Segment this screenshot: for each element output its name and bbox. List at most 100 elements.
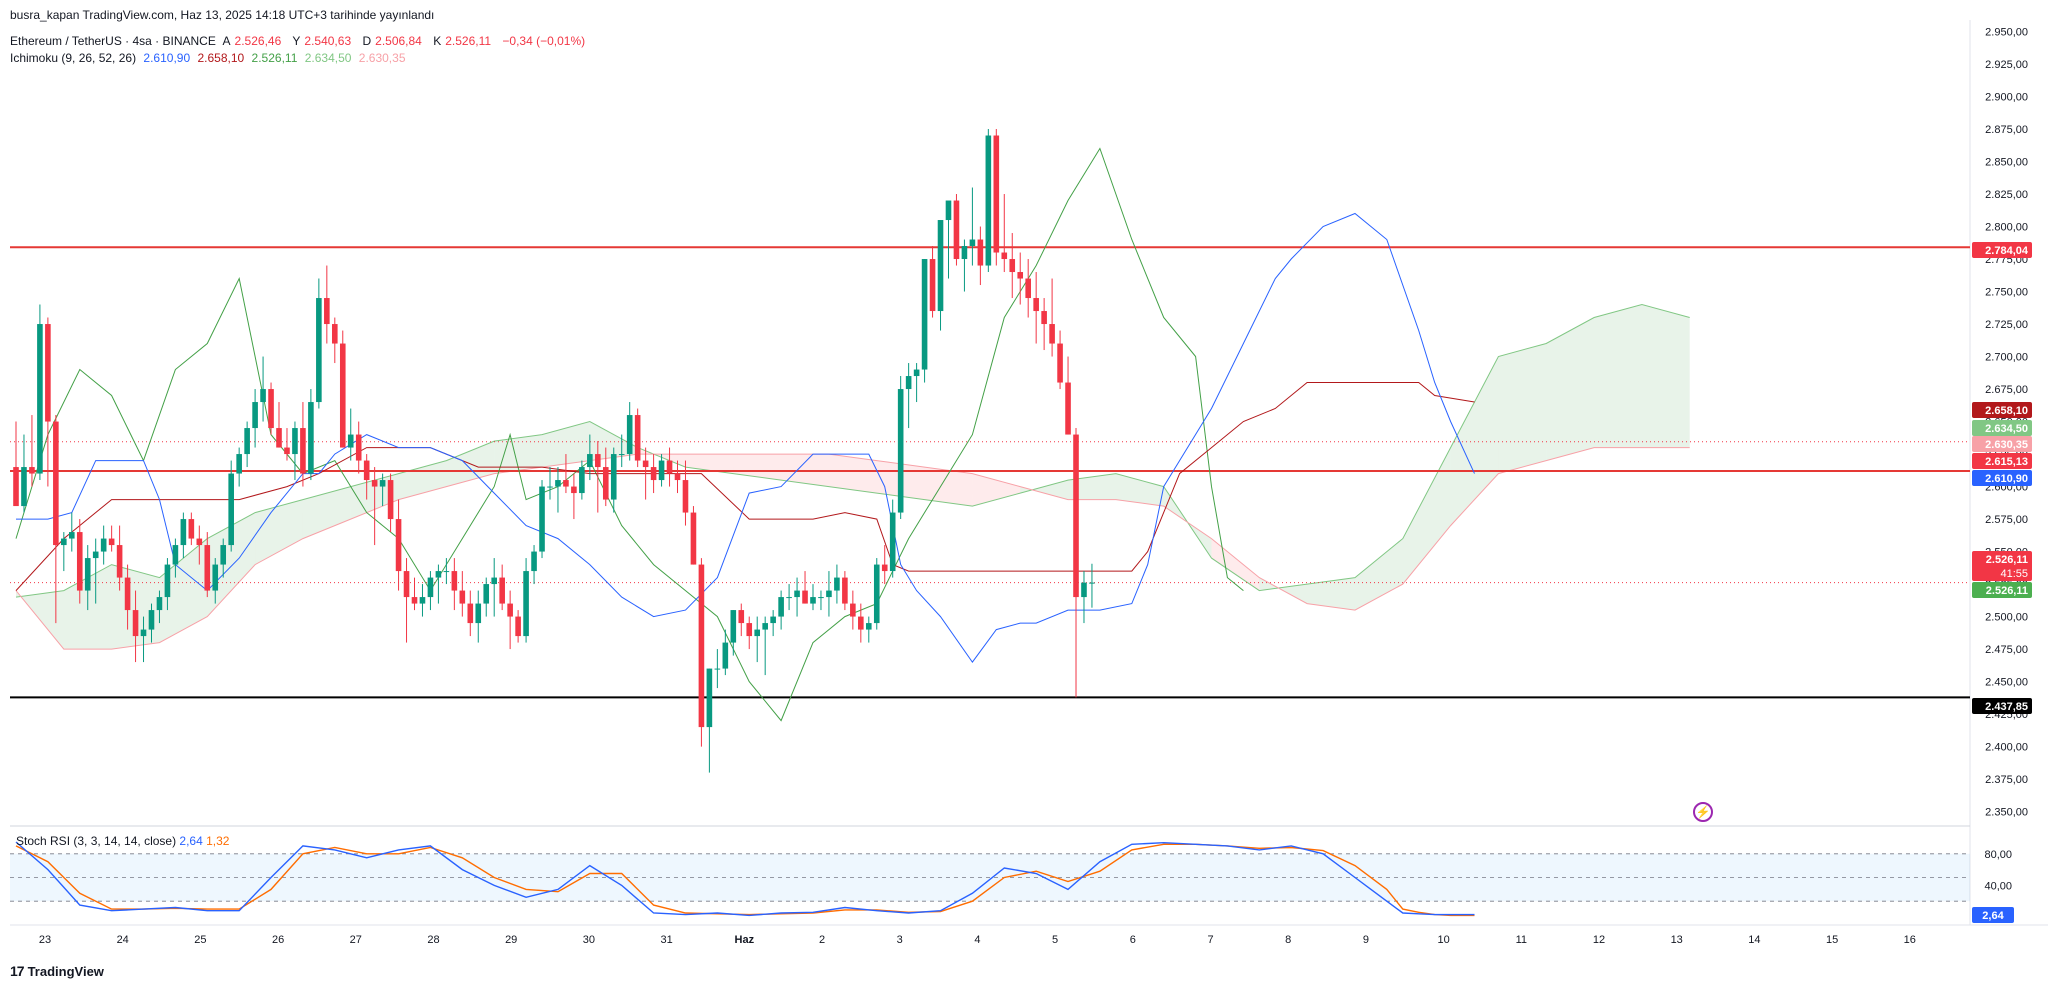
price-tick-label: 2.950,00 [1985, 27, 2028, 39]
brand-name: TradingView [27, 963, 104, 979]
price-tick-label: 2.750,00 [1985, 287, 2028, 299]
price-tick-label: 2.475,00 [1985, 644, 2028, 656]
candle-body [363, 460, 370, 481]
candle-body [61, 538, 67, 546]
cloud-segment [494, 434, 543, 474]
candle-body [1057, 343, 1063, 383]
time-tick-label: 25 [194, 934, 206, 946]
candle-body [483, 584, 490, 604]
time-tick-label: 2 [819, 934, 825, 946]
change-value: −0,34 (−0,01%) [502, 34, 586, 48]
candle-body [148, 610, 155, 630]
candle-body [523, 571, 529, 637]
candle-body [427, 577, 434, 598]
time-tick-label: 31 [660, 934, 672, 946]
candle-body [738, 610, 745, 624]
candle-body [45, 324, 51, 422]
cloud-segment [828, 454, 877, 494]
published-caption: busra_kapan TradingView.com, Haz 13, 202… [10, 8, 435, 22]
bar-countdown-label: 41:55 [2000, 568, 2028, 580]
candle-body [228, 473, 234, 546]
candle-body [834, 577, 840, 591]
close-value: 2.526,11 [445, 34, 492, 48]
candle-body [491, 577, 497, 585]
time-tick-label: 30 [583, 934, 595, 946]
candle-body [913, 369, 920, 377]
candle-body [730, 610, 737, 643]
price-tag-label: 2.658,10 [1985, 405, 2028, 417]
cloud-segment [207, 512, 256, 617]
candle-body [961, 246, 968, 260]
candle-body [921, 259, 928, 370]
candle-body [124, 577, 131, 611]
candle-body [690, 512, 697, 565]
candle-body [985, 135, 992, 266]
candle-body [116, 545, 123, 578]
candle-body [626, 415, 633, 455]
candle-body [188, 519, 195, 539]
cloud-segment [1354, 538, 1403, 611]
candle-body [212, 564, 219, 591]
candle-body [244, 428, 250, 455]
stoch-rsi-legend: Stoch RSI (3, 3, 14, 14, close) 2,64 1,3… [16, 834, 229, 848]
candle-body [873, 564, 880, 624]
price-tag-label: 2.634,50 [1985, 423, 2028, 435]
candle-body [515, 616, 521, 637]
flash-icon[interactable]: ⚡ [1693, 802, 1713, 822]
high-value: 2.540,63 [304, 34, 352, 48]
candle-body [252, 402, 258, 429]
cloud-segment [733, 454, 782, 481]
candle-body [881, 564, 888, 572]
price-tag-bg [1972, 453, 2032, 469]
cloud-segment [924, 467, 973, 507]
candle-body [499, 577, 505, 604]
chikou-span-line [15, 147, 1244, 722]
candle-body [507, 603, 513, 617]
candle-body [403, 571, 410, 598]
candle-body [347, 434, 354, 448]
cloud-segment [1450, 356, 1499, 526]
candle-body [21, 467, 27, 507]
price-tick-label: 2.825,00 [1985, 189, 2028, 201]
candle-body [260, 389, 266, 403]
ichimoku-label: Ichimoku (9, 26, 52, 26) [10, 51, 137, 65]
candle-body [602, 467, 609, 500]
kijun-sen-line [15, 382, 1475, 591]
candle-body [722, 642, 729, 669]
candle-body [419, 597, 426, 604]
footer-brand[interactable]: 17 TradingView [10, 963, 104, 979]
candle-body [284, 447, 290, 455]
candle-body [818, 597, 824, 599]
candle-body [897, 389, 904, 513]
candle-body [92, 551, 99, 559]
tradingview-logo-icon: 17 [10, 963, 25, 979]
candle-body [132, 610, 139, 637]
candle-body [140, 629, 147, 637]
candle-body [108, 538, 115, 546]
cloud-segment [159, 538, 208, 643]
candle-body [1073, 434, 1079, 598]
time-tick-label: 4 [974, 934, 980, 946]
candle-body [220, 545, 227, 565]
candle-body [1049, 324, 1055, 344]
candle-body [674, 473, 681, 481]
candle-body [547, 486, 553, 488]
time-tick-label: Haz [735, 934, 755, 946]
tenkan-value: 2.610,90 [143, 51, 191, 65]
candle-body [292, 428, 298, 455]
chikou-value: 2.526,11 [251, 51, 298, 65]
candle-body [332, 324, 338, 344]
time-tick-label: 29 [505, 934, 517, 946]
candle-body [196, 538, 203, 546]
cloud-segment [589, 421, 638, 461]
candle-body [802, 590, 808, 604]
candle-body [937, 220, 944, 312]
candle-body [969, 239, 976, 247]
price-tick-label: 2.725,00 [1985, 319, 2028, 331]
candle-body [555, 480, 561, 487]
time-tick-label: 16 [1904, 934, 1916, 946]
candle-body [642, 460, 649, 468]
stoch-rsi-k-line [15, 841, 1475, 917]
price-tag-bg [1972, 582, 2032, 598]
